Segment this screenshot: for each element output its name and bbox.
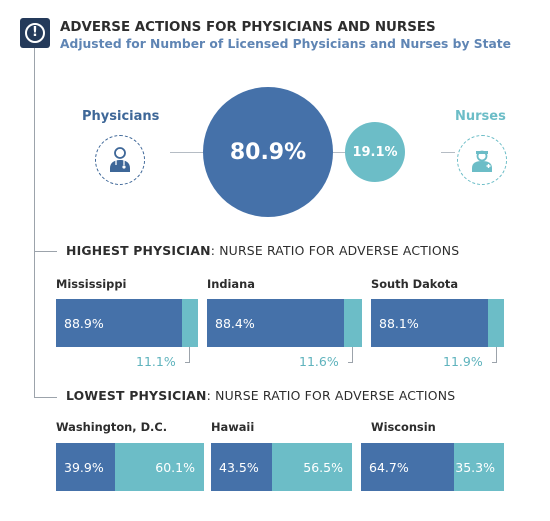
nurse-segment: [182, 299, 198, 347]
stacked-bar: 43.5% 56.5%: [211, 443, 352, 491]
page-subtitle: Adjusted for Number of Licensed Physicia…: [60, 37, 511, 51]
state-label: Mississippi: [56, 277, 127, 291]
lowest-section-title: LOWEST PHYSICIAN: NURSE RATIO FOR ADVERS…: [66, 388, 456, 403]
connector-line: [170, 152, 204, 153]
physician-segment: 88.9%: [56, 299, 183, 347]
nurse-icon: [457, 135, 507, 185]
callout-line: [348, 362, 353, 363]
connector-line: [330, 152, 346, 153]
physician-segment: 64.7%: [361, 443, 454, 491]
callout-line: [496, 347, 497, 362]
nurse-segment: 35.3%: [453, 443, 504, 491]
state-label: South Dakota: [371, 277, 459, 291]
physician-icon: [95, 135, 145, 185]
state-label: Indiana: [207, 277, 255, 291]
connector-line: [441, 152, 455, 153]
nurse-value-label: 11.9%: [443, 354, 483, 369]
section-connector: [35, 397, 57, 398]
state-label: Wisconsin: [371, 420, 436, 434]
physicians-bubble: 80.9%: [203, 87, 333, 217]
state-label: Washington, D.C.: [56, 420, 168, 434]
nurse-value-label: 11.6%: [299, 354, 339, 369]
state-label: Hawaii: [211, 420, 255, 434]
nurse-segment: [344, 299, 362, 347]
physician-segment: 88.1%: [371, 299, 489, 347]
timeline-line: [34, 48, 35, 398]
callout-line: [185, 362, 190, 363]
nurse-value-label: 11.1%: [136, 354, 176, 369]
section-connector: [35, 251, 57, 252]
callout-line: [492, 362, 497, 363]
stacked-bar: 64.7% 35.3%: [361, 443, 504, 491]
stacked-bar: 88.4%: [207, 299, 362, 347]
nurses-label: Nurses: [455, 109, 506, 124]
physician-segment: 88.4%: [207, 299, 345, 347]
callout-line: [352, 347, 353, 362]
physician-segment: 43.5%: [211, 443, 273, 491]
page-title: ADVERSE ACTIONS FOR PHYSICIANS AND NURSE…: [60, 20, 436, 35]
physicians-label: Physicians: [82, 109, 160, 124]
nurse-segment: 60.1%: [115, 443, 204, 491]
exclamation-icon: !: [20, 18, 50, 48]
stacked-bar: 88.9%: [56, 299, 198, 347]
callout-line: [189, 347, 190, 362]
nurse-segment: [488, 299, 504, 347]
nurses-bubble: 19.1%: [345, 122, 405, 182]
highest-section-title: HIGHEST PHYSICIAN: NURSE RATIO FOR ADVER…: [66, 243, 460, 258]
nurse-segment: 56.5%: [272, 443, 352, 491]
stacked-bar: 39.9% 60.1%: [56, 443, 204, 491]
stacked-bar: 88.1%: [371, 299, 504, 347]
physician-segment: 39.9%: [56, 443, 116, 491]
